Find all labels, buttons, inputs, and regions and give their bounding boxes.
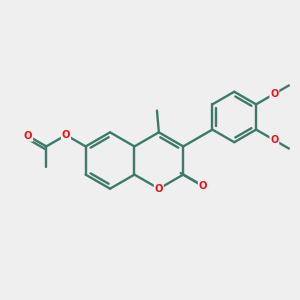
Text: O: O xyxy=(24,131,32,141)
Text: O: O xyxy=(270,135,278,145)
Text: O: O xyxy=(154,184,163,194)
Text: O: O xyxy=(62,130,70,140)
Text: O: O xyxy=(270,89,278,99)
Text: O: O xyxy=(199,181,207,191)
